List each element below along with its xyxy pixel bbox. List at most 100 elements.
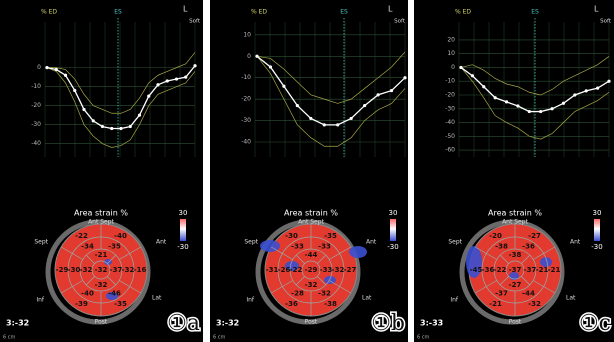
curve-point xyxy=(82,107,86,112)
scale-min: -30 xyxy=(177,243,188,251)
view-label: L xyxy=(594,5,599,14)
spoke xyxy=(60,280,83,294)
spoke xyxy=(474,280,497,294)
y-tick-label: -50 xyxy=(445,133,455,140)
curve-point xyxy=(165,79,169,83)
y-tick-label: -20 xyxy=(31,102,41,109)
curve-point xyxy=(403,76,407,80)
bullseye-title: Area strain % xyxy=(74,209,128,218)
bullseye-title: Area strain % xyxy=(488,209,542,218)
curve-point xyxy=(482,85,486,89)
y-tick-label: -10 xyxy=(241,74,251,81)
curve-point xyxy=(184,75,188,79)
curve-point xyxy=(527,109,531,114)
spoke xyxy=(329,246,352,260)
curve-point xyxy=(110,126,114,131)
blue-patch xyxy=(324,276,336,284)
strain-curve xyxy=(256,56,406,147)
segment-value: -35 xyxy=(114,300,127,308)
segment-value: -32 xyxy=(80,266,93,274)
wall-label: Inf xyxy=(36,297,45,304)
segment-value: -40 xyxy=(114,232,127,240)
spoke xyxy=(60,246,83,260)
panel-label: ①a xyxy=(167,311,200,336)
segment-value: -32 xyxy=(332,266,345,274)
curve-point xyxy=(322,123,326,127)
blue-patch xyxy=(466,246,482,278)
curve-point xyxy=(539,109,543,114)
curve-point xyxy=(54,67,58,72)
curve-point xyxy=(550,107,554,111)
spoke xyxy=(85,254,95,264)
spoke xyxy=(317,254,327,264)
wall-label: Ant Sept xyxy=(88,219,114,226)
segment-value: -36 xyxy=(482,266,495,274)
blue-patch xyxy=(104,259,112,265)
segment-value: -46 xyxy=(108,289,121,297)
curve-point xyxy=(137,113,142,117)
spoke xyxy=(499,254,509,264)
segment-value: -38 xyxy=(509,251,522,259)
global-strain: 3:-32 xyxy=(6,319,29,328)
segment-value: -22 xyxy=(494,266,507,274)
segment-value: -29 xyxy=(56,266,69,274)
y-tick-label: 10 xyxy=(243,31,251,38)
y-tick-label: -10 xyxy=(445,78,455,85)
segment-value: -30 xyxy=(285,232,298,240)
blue-patch xyxy=(540,257,552,267)
wall-label: Ant xyxy=(156,239,167,246)
spoke xyxy=(85,276,95,286)
curve-point xyxy=(336,123,340,127)
view-label: L xyxy=(388,5,393,14)
y-tick-label: -40 xyxy=(241,139,251,146)
y-tick-label: -40 xyxy=(31,140,41,147)
wall-label: Sept xyxy=(34,239,48,246)
y-axis-label: % ED xyxy=(455,9,471,16)
y-tick-label: 0 xyxy=(37,64,41,71)
y-tick-label: -60 xyxy=(445,147,455,154)
wall-label: Ant Sept xyxy=(298,219,324,226)
curve-point xyxy=(573,93,577,97)
segment-value: -31 xyxy=(266,266,279,274)
y-axis-label: % ED xyxy=(251,9,267,16)
segment-value: -39 xyxy=(75,300,88,308)
wall-label: Post xyxy=(95,319,108,326)
segment-value: -29 xyxy=(305,266,318,274)
segment-value: -32 xyxy=(122,266,135,274)
spoke xyxy=(533,280,556,294)
mode-label: Soft xyxy=(394,19,406,25)
ring xyxy=(91,260,111,280)
wall-label: Inf xyxy=(450,297,459,304)
y-tick-label: -30 xyxy=(445,105,455,112)
wall-label: Lat xyxy=(566,295,576,302)
wall-label: Ant Sept xyxy=(502,219,528,226)
scale-max: 30 xyxy=(179,209,188,217)
scale-min: -30 xyxy=(387,243,398,251)
scale-max: 30 xyxy=(389,209,398,217)
strain-curve xyxy=(460,56,610,96)
y-tick-label: -30 xyxy=(31,121,41,128)
wall-label: Lat xyxy=(362,295,372,302)
curve-point xyxy=(389,88,394,93)
color-scale xyxy=(390,219,396,241)
curve-point xyxy=(561,101,566,105)
segment-value: -27 xyxy=(528,232,541,240)
strain-curve xyxy=(460,66,610,113)
segment-value: -34 xyxy=(81,243,94,251)
curve-point xyxy=(584,89,588,93)
es-label: ES xyxy=(114,9,122,16)
spoke xyxy=(521,254,531,264)
curve-point xyxy=(147,94,151,98)
color-scale xyxy=(594,219,600,241)
color-scale xyxy=(180,219,186,241)
segment-value: -35 xyxy=(108,243,121,251)
segment-value: -22 xyxy=(290,266,303,274)
wall-label: Sept xyxy=(448,239,462,246)
curve-point xyxy=(174,77,179,81)
spoke xyxy=(317,276,327,286)
segment-value: -20 xyxy=(489,232,502,240)
spoke xyxy=(107,254,117,264)
curve-point xyxy=(607,79,611,83)
segment-value: -21 xyxy=(536,266,549,274)
segment-value: -16 xyxy=(134,266,147,274)
